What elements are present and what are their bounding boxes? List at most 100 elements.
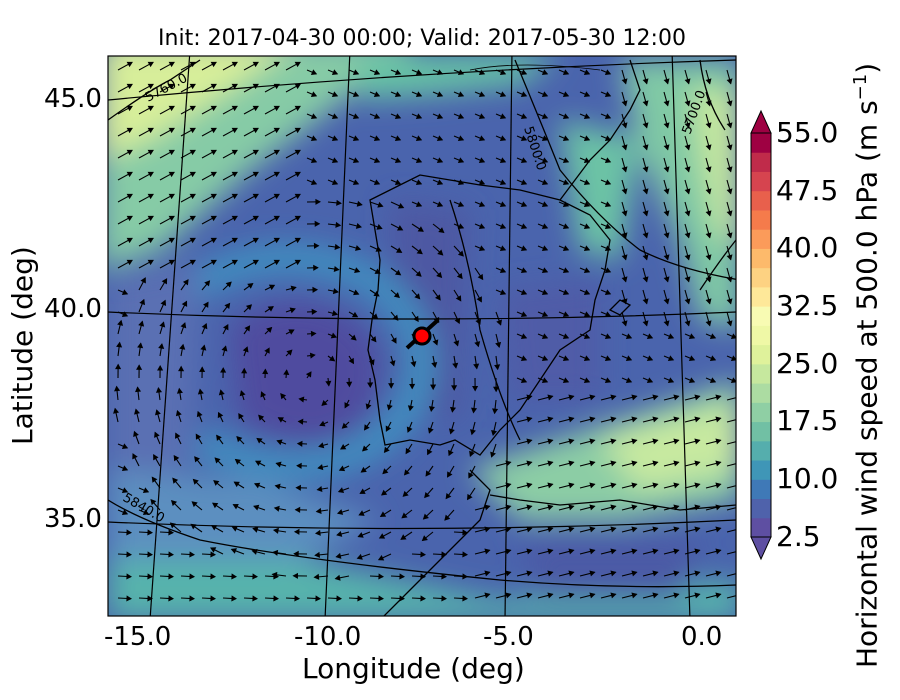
wind-arrow-head [562, 355, 570, 361]
wind-arrow-head [280, 393, 287, 400]
wind-arrow-head [541, 333, 549, 339]
wind-arrow-head [604, 355, 612, 361]
wind-arrow-head [625, 377, 633, 383]
cb-tick-55: 55.0 [776, 116, 839, 149]
wind-arrow-head [705, 144, 712, 151]
wind-arrow-head [260, 391, 267, 398]
wind-arrow-head [158, 343, 165, 350]
wind-arrow-head [684, 122, 691, 129]
wind-arrow-head [684, 166, 691, 173]
wind-arrow-head [457, 113, 465, 119]
wind-arrow-head [589, 416, 596, 423]
wind-arrow-head [295, 484, 301, 491]
wind-arrow-head [583, 113, 591, 119]
wind-arrow-head [154, 431, 160, 438]
wind-arrow-head [568, 394, 575, 401]
wind-arrow-head [520, 69, 528, 75]
wind-arrow-head [583, 355, 591, 361]
wind-arrow-head [621, 122, 628, 129]
colorbar-segment [751, 363, 771, 384]
wind-arrow-head [436, 179, 444, 185]
wind-arrow-head [621, 100, 628, 107]
wind-arrow-head [726, 210, 733, 217]
wind-arrow-head [631, 526, 638, 533]
wind-arrow-head [568, 592, 575, 599]
wind-arrow-head [168, 83, 175, 90]
wind-arrow-head [730, 333, 736, 339]
wind-arrow-head [444, 514, 451, 521]
wind-arrow-head [370, 336, 377, 343]
wind-arrow-head [541, 179, 549, 185]
wind-arrow-head [436, 201, 444, 207]
wind-arrow-head [684, 100, 691, 107]
colorbar-segment [751, 325, 771, 346]
wind-arrow-head [604, 223, 612, 229]
wind-arrow-head [604, 179, 612, 185]
wind-arrow-head [394, 269, 402, 276]
wind-arrow-head [621, 78, 628, 85]
wind-arrow-head [416, 248, 423, 255]
wind-arrow-head [340, 443, 347, 450]
wind-arrow-head [168, 61, 175, 68]
wind-arrow-head [520, 289, 528, 295]
wind-arrow-head [547, 548, 554, 555]
wind-arrow-head [255, 460, 262, 467]
wind-arrow-head [631, 482, 638, 489]
wind-arrow-head [168, 105, 175, 112]
wind-arrow-head [499, 179, 507, 185]
wind-arrow-head [210, 525, 218, 531]
wind-arrow-head [726, 320, 733, 327]
wind-arrow-head [610, 526, 617, 533]
wind-arrow-head [462, 573, 469, 580]
wind-arrow-head [325, 380, 332, 387]
x-tick-0: -15.0 [104, 622, 172, 652]
wind-arrow-head [621, 298, 628, 305]
wind-arrow-head [631, 504, 638, 511]
wind-arrow-head [315, 198, 321, 205]
wind-arrow-head [389, 360, 396, 367]
wind-arrow-head [673, 482, 680, 489]
wind-arrow-head [252, 573, 259, 580]
wind-arrow-head [694, 504, 701, 511]
wind-arrow-head [310, 157, 318, 163]
wind-arrow-head [376, 224, 383, 230]
colorbar-extend-high [750, 109, 772, 134]
wind-arrow-head [652, 416, 659, 423]
wind-arrow-head [256, 437, 263, 444]
wind-arrow-head [154, 409, 161, 416]
wind-arrow-head [315, 507, 322, 514]
wind-arrow-head [210, 105, 217, 112]
wind-arrow-head [157, 364, 164, 371]
wind-arrow-head [252, 215, 259, 222]
wind-arrow-head [201, 323, 208, 330]
wind-arrow-head [494, 364, 501, 371]
wind-arrow-head [294, 506, 301, 513]
wind-arrow-head [589, 482, 596, 489]
wind-arrow-head [204, 280, 211, 287]
wind-arrow-head [438, 227, 445, 234]
wind-arrow-head [477, 273, 484, 281]
wind-arrow-head [289, 307, 296, 314]
wind-arrow-head [310, 179, 318, 185]
wind-arrow-head [290, 285, 297, 292]
wind-arrow-head [294, 127, 301, 134]
wind-arrow-head [520, 223, 528, 229]
wind-arrow-head [646, 377, 654, 383]
wind-arrow-head [562, 377, 570, 383]
wind-arrow-head [147, 61, 154, 68]
wind-arrow-head [213, 480, 220, 486]
wind-arrow-head [386, 404, 393, 411]
wind-arrow-head [224, 302, 231, 310]
wind-arrow-head [113, 407, 120, 414]
wind-arrow-head [252, 171, 259, 178]
wind-arrow-head [583, 201, 591, 207]
wind-arrow-head [737, 439, 741, 443]
wind-arrow-head [562, 91, 570, 97]
wind-arrow-head [313, 573, 320, 580]
wind-arrow-head [373, 290, 380, 297]
wind-arrow-head [223, 323, 229, 331]
wind-arrow-head [583, 91, 591, 97]
wind-arrow-head [147, 595, 154, 602]
wind-arrow-head [121, 289, 129, 295]
wind-arrow-head [646, 333, 654, 339]
